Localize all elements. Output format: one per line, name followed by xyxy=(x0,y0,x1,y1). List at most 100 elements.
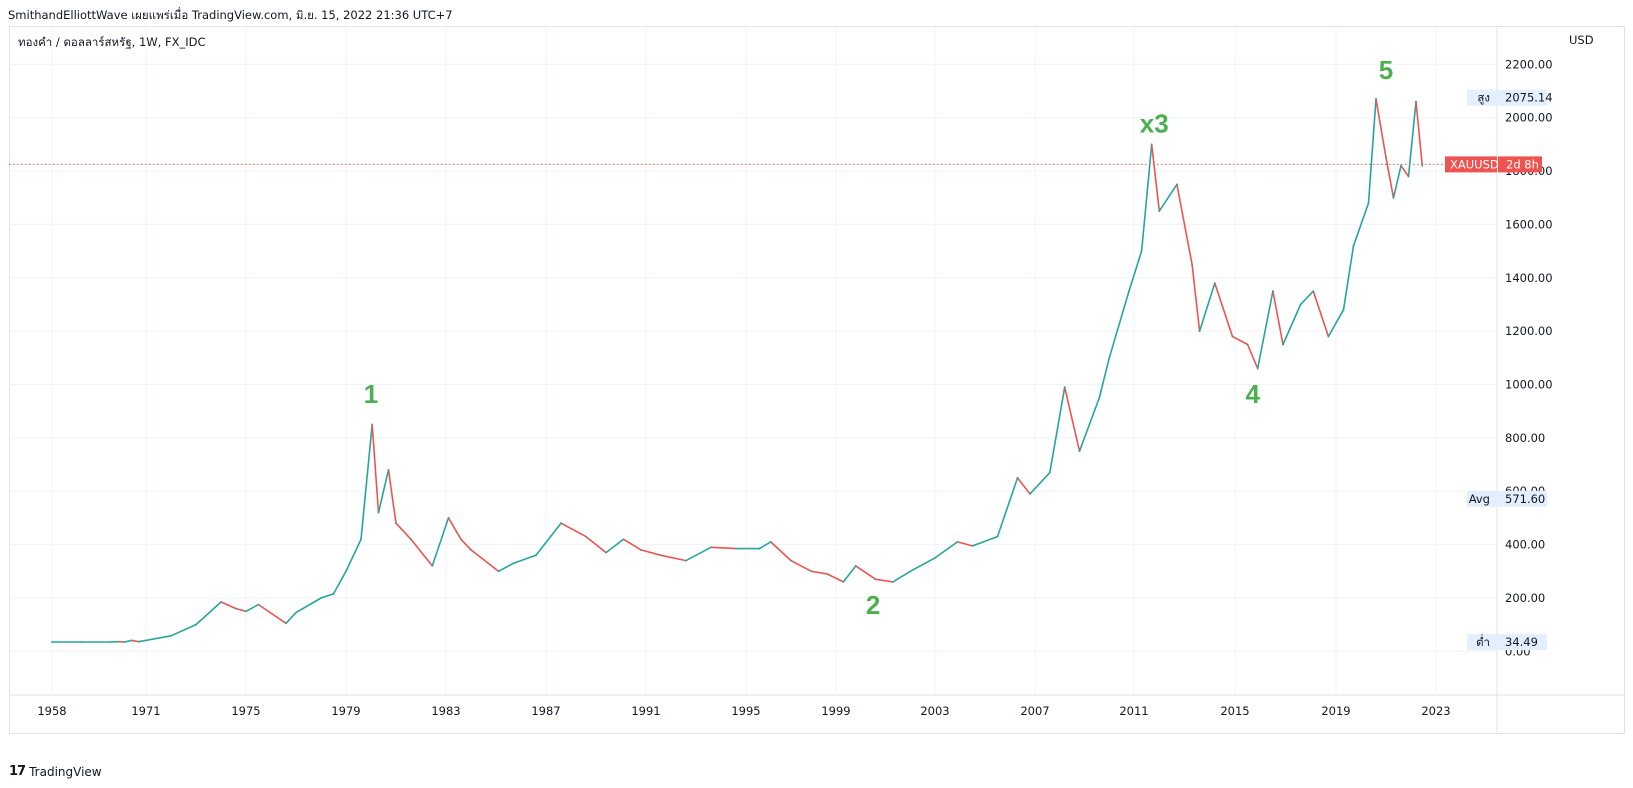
price-segment xyxy=(285,611,297,625)
price-point xyxy=(117,640,120,643)
footer-brand[interactable]: 17 TradingView xyxy=(9,764,102,779)
price-segment xyxy=(447,517,462,541)
stat-label-name: ต่ำ xyxy=(1476,634,1490,649)
price-point xyxy=(874,578,877,581)
price-point xyxy=(1256,367,1259,370)
price-segment xyxy=(909,557,936,573)
price-segment xyxy=(1385,156,1395,199)
y-tick-label: 2200.00 xyxy=(1505,57,1553,71)
price-segment xyxy=(769,541,792,562)
price-segment xyxy=(123,639,133,643)
price-point xyxy=(535,554,537,557)
price-point xyxy=(220,601,222,603)
price-point xyxy=(1029,493,1031,495)
price-point xyxy=(622,538,625,541)
price-point xyxy=(1231,335,1234,338)
stat-label-name: Avg xyxy=(1469,492,1490,506)
price-segment xyxy=(257,603,287,625)
price-segment xyxy=(842,565,857,583)
price-segment xyxy=(145,634,172,642)
price-point xyxy=(371,423,374,426)
price-segment xyxy=(1342,245,1355,311)
y-tick-label: 800.00 xyxy=(1505,431,1545,445)
price-segment xyxy=(1367,98,1377,204)
price-segment xyxy=(874,578,894,583)
price-point xyxy=(1327,335,1330,338)
price-point xyxy=(934,557,936,559)
price-point xyxy=(1246,343,1249,346)
price-segment xyxy=(854,565,877,581)
price-point xyxy=(854,565,857,567)
price-point xyxy=(1078,450,1081,453)
price-segment xyxy=(395,522,412,541)
x-tick-label: 2015 xyxy=(1220,704,1249,718)
wave-label: 1 xyxy=(364,379,378,409)
price-point xyxy=(605,551,607,554)
price-segment xyxy=(1246,343,1259,370)
price-segment xyxy=(1176,183,1193,266)
price-segment xyxy=(560,522,587,538)
price-point xyxy=(80,641,82,643)
price-point xyxy=(892,581,894,583)
price-point xyxy=(377,511,380,514)
price-segment xyxy=(1016,477,1031,495)
price-point xyxy=(295,611,297,614)
price-point xyxy=(460,538,462,541)
price-point xyxy=(842,581,845,583)
price-point xyxy=(195,623,197,626)
price-point xyxy=(640,549,642,551)
price-point xyxy=(956,541,959,543)
price-point xyxy=(660,554,662,557)
price-segment xyxy=(934,541,959,559)
x-tick-label: 1958 xyxy=(37,704,66,718)
price-segment xyxy=(1191,263,1201,333)
chart-frame[interactable] xyxy=(9,26,1625,734)
price-segment xyxy=(360,423,374,541)
price-point xyxy=(130,639,133,642)
tradingview-logo-icon: 17 xyxy=(9,764,26,779)
y-tick-label: 1000.00 xyxy=(1505,378,1553,392)
price-segment xyxy=(1231,335,1249,346)
price-point xyxy=(108,641,111,643)
x-tick-label: 1991 xyxy=(631,704,660,718)
price-point xyxy=(320,597,322,599)
price-segment xyxy=(1327,308,1345,338)
symbol-badge-text: XAUUSD xyxy=(1450,157,1499,171)
price-point xyxy=(585,535,587,538)
price-series xyxy=(51,98,1424,643)
price-point xyxy=(1048,471,1051,474)
price-segment xyxy=(1352,202,1370,247)
x-tick-label: 1971 xyxy=(131,704,160,718)
price-point xyxy=(1385,156,1387,159)
price-point xyxy=(810,570,813,573)
x-tick-label: 2003 xyxy=(920,704,949,718)
stat-label-bg xyxy=(1467,634,1547,651)
price-point xyxy=(387,469,390,471)
price-point xyxy=(1128,290,1130,292)
price-segment xyxy=(585,535,607,554)
price-point xyxy=(971,545,974,547)
stat-label-value: 571.60 xyxy=(1505,492,1545,506)
price-segment xyxy=(1415,100,1424,167)
price-segment xyxy=(470,549,500,573)
price-point xyxy=(1063,386,1066,389)
price-segment xyxy=(710,546,737,550)
price-segment xyxy=(1140,143,1153,252)
price-point xyxy=(512,562,515,565)
x-tick-label: 2019 xyxy=(1321,704,1350,718)
price-point xyxy=(1176,183,1178,186)
price-point xyxy=(1415,100,1417,103)
price-segment xyxy=(1375,98,1387,159)
price-point xyxy=(235,607,237,610)
price-segment xyxy=(1049,386,1066,474)
price-point xyxy=(1407,175,1410,178)
chart-grid xyxy=(9,27,1497,694)
price-segment xyxy=(170,623,197,637)
price-segment xyxy=(1029,471,1051,495)
price-segment xyxy=(622,538,642,551)
price-segment xyxy=(892,570,912,583)
price-segment xyxy=(640,549,662,557)
price-segment xyxy=(1214,282,1234,338)
